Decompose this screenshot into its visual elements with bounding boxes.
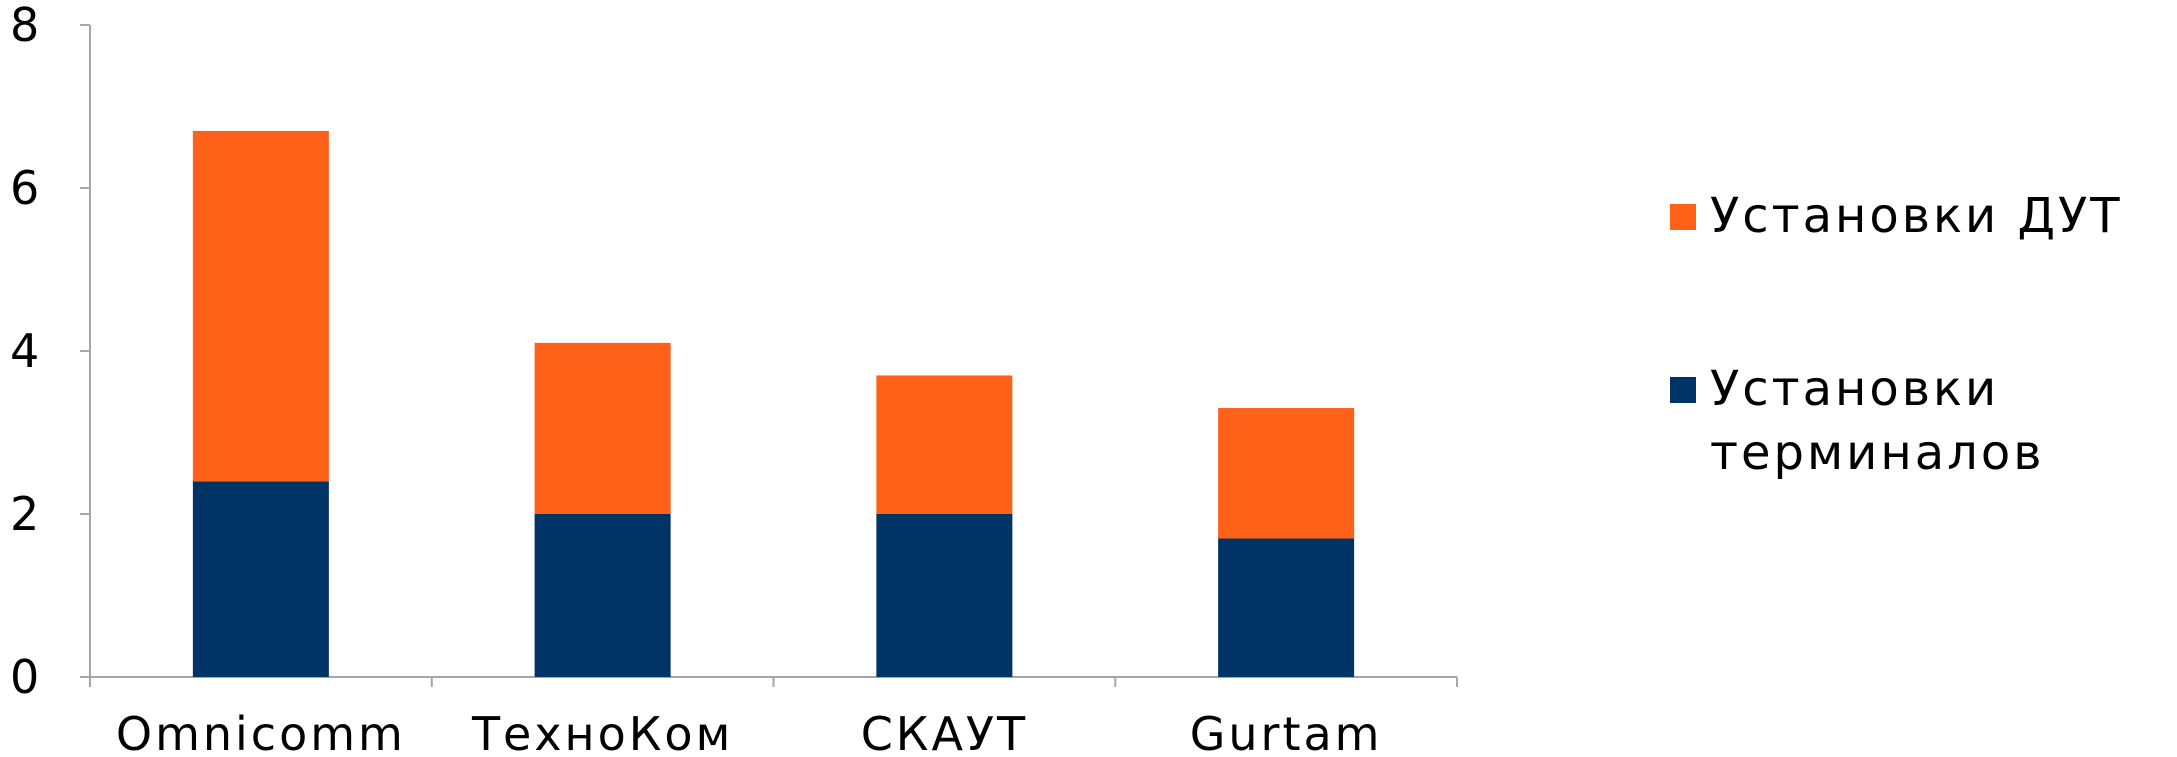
- x-axis: Omnicomm ТехноКом СКАУТ Gurtam: [89, 676, 1458, 757]
- x-tick-label: Omnicomm: [116, 707, 406, 757]
- x-tick-label: ТехноКом: [471, 707, 733, 757]
- y-tick-label: 2: [10, 487, 41, 541]
- y-tick-label: 8: [10, 0, 41, 52]
- bars: [192, 130, 1355, 677]
- x-tick-label: Gurtam: [1190, 707, 1383, 757]
- legend-swatch: [1670, 204, 1696, 230]
- bar-segment-fuel-sensors: [1218, 408, 1355, 539]
- bar-segment-fuel-sensors: [876, 375, 1013, 514]
- bar-segment-terminals: [192, 481, 329, 677]
- legend-label: терминалов: [1710, 425, 2045, 481]
- legend-label: Установки ДУТ: [1710, 188, 2123, 244]
- x-tick-label: СКАУТ: [861, 707, 1028, 757]
- y-tick-label: 0: [10, 650, 41, 704]
- legend-swatch: [1670, 377, 1696, 403]
- bar-segment-terminals: [876, 514, 1013, 677]
- bar-segment-terminals: [1218, 538, 1355, 677]
- bar-segment-fuel-sensors: [534, 342, 671, 514]
- y-axis: 0 2 4 6 8: [10, 0, 91, 704]
- bar-segment-terminals: [534, 514, 671, 677]
- bar-segment-fuel-sensors: [192, 130, 329, 482]
- y-tick-label: 6: [10, 161, 41, 215]
- legend-label: Установки: [1710, 361, 1999, 417]
- legend: Установки ДУТ Установки терминалов: [1670, 188, 2123, 481]
- y-tick-label: 4: [10, 324, 41, 378]
